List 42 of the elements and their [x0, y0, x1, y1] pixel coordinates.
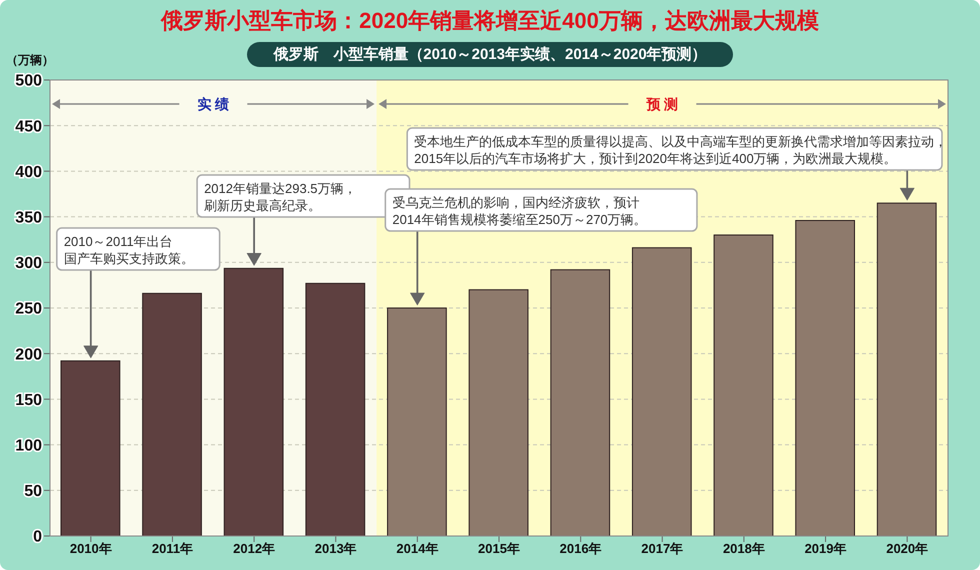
bar	[632, 247, 692, 536]
x-tick-label: 2011年	[152, 541, 194, 556]
bar	[795, 220, 856, 536]
x-tick-label: 2017年	[641, 541, 684, 556]
bar	[305, 282, 366, 536]
x-tick-label: 2013年	[314, 541, 357, 556]
bar	[60, 360, 120, 536]
bar	[550, 269, 610, 536]
y-tick-label: 200	[15, 346, 42, 364]
y-tick-label: 350	[15, 209, 42, 226]
y-tick-label: 400	[15, 164, 42, 181]
x-tick-label: 2019年	[804, 541, 847, 556]
x-tick-label: 2020年	[886, 541, 928, 556]
band-label: 实 绩	[197, 96, 230, 112]
annotation: 2012年销量达293.5万辆，刷新历史最高纪录。	[204, 181, 357, 213]
bar	[387, 308, 447, 536]
bar	[224, 268, 284, 536]
x-tick-label: 2016年	[560, 541, 602, 556]
chart-title: 俄罗斯小型车市场：2020年销量将增至近400万辆，达欧洲最大规模	[160, 7, 820, 35]
x-tick-label: 2015年	[478, 541, 520, 556]
y-tick-label: 250	[15, 300, 42, 318]
y-tick-label: 150	[15, 392, 42, 409]
y-tick-label: 50	[24, 483, 42, 500]
y-tick-label: 100	[15, 437, 42, 454]
x-tick-label: 2014年	[396, 541, 438, 556]
bar	[714, 234, 774, 536]
y-tick-label: 0	[33, 528, 42, 546]
annotation: 2010～2011年出台国产车购买支持政策。	[64, 234, 194, 266]
x-tick-label: 2018年	[722, 541, 765, 556]
bar	[876, 202, 937, 536]
y-axis-title: （万辆）	[6, 52, 54, 69]
chart-subtitle: 俄罗斯 小型车销量（2010～2013年实绩、2014～2020年预测）	[247, 42, 733, 67]
y-tick-label: 500	[15, 72, 42, 90]
bar	[468, 289, 528, 536]
annotation: 受乌克兰危机的影响，国内经济疲软，预计2014年销售规模将萎缩至250万～270万辆。	[392, 195, 647, 227]
y-tick-label: 300	[15, 255, 42, 272]
bar	[142, 292, 202, 536]
band-label: 预 测	[645, 96, 678, 112]
x-tick-label: 2010年	[70, 541, 112, 556]
y-tick-label: 450	[15, 118, 42, 136]
annotation: 受本地生产的低成本车型的质量得以提高、以及中高端车型的更新换代需求增加等因素拉动，2015年以后的汽车市场将扩大，预计到2020年将达到近400万辆，为欧洲最大规模。	[414, 134, 948, 166]
x-tick-label: 2012年	[233, 541, 276, 556]
